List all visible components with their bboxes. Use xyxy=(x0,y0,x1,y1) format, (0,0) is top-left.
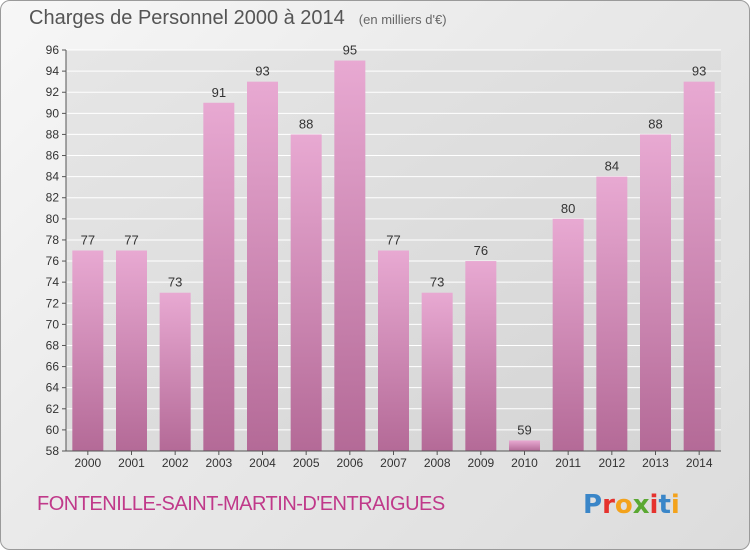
x-tick-label: 2009 xyxy=(467,456,494,470)
x-tick-label: 2014 xyxy=(686,456,713,470)
bar xyxy=(552,218,584,451)
x-tick-label: 2013 xyxy=(642,456,669,470)
y-tick-label: 76 xyxy=(46,254,60,268)
bar xyxy=(683,81,715,451)
x-tick-label: 2007 xyxy=(380,456,407,470)
bar xyxy=(421,292,453,451)
y-tick-label: 78 xyxy=(46,233,60,247)
bar xyxy=(72,250,104,451)
chart-title-block: Charges de Personnel 2000 à 2014 (en mill… xyxy=(29,7,447,30)
bar xyxy=(596,176,628,451)
logo-letter: r xyxy=(602,490,615,520)
y-tick-label: 84 xyxy=(46,170,60,184)
bar-value-label: 88 xyxy=(648,116,662,131)
y-tick-label: 96 xyxy=(46,43,60,57)
bar-value-label: 88 xyxy=(299,116,313,131)
y-tick-label: 66 xyxy=(46,360,60,374)
x-tick-label: 2001 xyxy=(118,456,145,470)
x-tick-label: 2000 xyxy=(74,456,101,470)
bar-value-label: 73 xyxy=(168,275,182,290)
bar-value-label: 93 xyxy=(692,64,706,79)
x-tick-label: 2006 xyxy=(336,456,363,470)
bar xyxy=(378,250,409,451)
x-tick-label: 2011 xyxy=(555,456,581,470)
y-tick-label: 64 xyxy=(46,381,60,395)
logo-letter: t xyxy=(658,490,671,520)
chart-subtitle: (en milliers d'€) xyxy=(358,12,447,27)
chart-title: Charges de Personnel 2000 à 2014 xyxy=(29,7,345,29)
y-tick-label: 86 xyxy=(46,149,60,163)
x-tick-label: 2003 xyxy=(205,456,232,470)
bar xyxy=(116,250,147,451)
logo-letter: i xyxy=(670,490,680,520)
bar-value-label: 93 xyxy=(255,64,269,79)
x-axis-labels: 2000 2001 2002 2003 2004 2005 2006 2007 2008 2009… xyxy=(74,451,713,470)
y-tick-label: 90 xyxy=(46,106,60,120)
x-tick-label: 2010 xyxy=(511,456,538,470)
y-axis-labels: 58 60 62 64 66 68 70 72 74 76 78 80 82 84 86 88 90 92 94 96 xyxy=(46,43,60,458)
y-tick-label: 80 xyxy=(46,212,60,226)
bar xyxy=(203,102,235,452)
bar xyxy=(334,60,366,451)
bar xyxy=(509,440,540,451)
logo-letter: x xyxy=(632,490,650,520)
bar-value-label: 77 xyxy=(124,233,138,248)
bar-value-label: 91 xyxy=(212,85,226,100)
y-tick-label: 62 xyxy=(46,402,60,416)
bar xyxy=(159,292,191,451)
y-tick-label: 58 xyxy=(46,444,60,458)
bar-value-label: 84 xyxy=(605,159,619,174)
y-tick-label: 60 xyxy=(46,423,60,437)
y-tick-label: 94 xyxy=(46,64,60,78)
x-tick-label: 2012 xyxy=(598,456,625,470)
bar xyxy=(290,134,322,451)
bar-value-label: 80 xyxy=(561,201,575,216)
bar-value-label: 95 xyxy=(343,43,357,58)
x-tick-label: 2002 xyxy=(162,456,189,470)
logo-letter: i xyxy=(649,490,659,520)
bar xyxy=(465,261,497,451)
bar-value-label: 59 xyxy=(517,422,531,437)
y-tick-label: 68 xyxy=(46,338,60,352)
x-tick-label: 2005 xyxy=(293,456,320,470)
x-tick-label: 2004 xyxy=(249,456,276,470)
bar-value-label: 73 xyxy=(430,275,444,290)
bar-value-label: 76 xyxy=(474,243,488,258)
y-tick-label: 72 xyxy=(46,296,60,310)
location-label: FONTENILLE-SAINT-MARTIN-D'ENTRAIGUES xyxy=(37,493,445,515)
x-tick-label: 2008 xyxy=(424,456,451,470)
logo-letter: P xyxy=(583,490,603,520)
y-tick-label: 74 xyxy=(46,275,60,289)
y-tick-label: 70 xyxy=(46,317,60,331)
bar xyxy=(247,81,278,451)
y-tick-label: 82 xyxy=(46,191,60,205)
logo-letter: o xyxy=(614,490,633,520)
y-tick-label: 92 xyxy=(46,85,60,99)
y-tick-label: 88 xyxy=(46,127,60,141)
axes xyxy=(65,50,721,452)
bar-value-label: 77 xyxy=(81,233,95,248)
bar xyxy=(640,134,671,451)
bar-value-label: 77 xyxy=(386,233,400,248)
bars: 77 77 73 91 93 88 95 77 73 76 59 80 84 88 93 xyxy=(72,43,715,452)
proxiti-logo: Proxiti xyxy=(583,490,680,520)
